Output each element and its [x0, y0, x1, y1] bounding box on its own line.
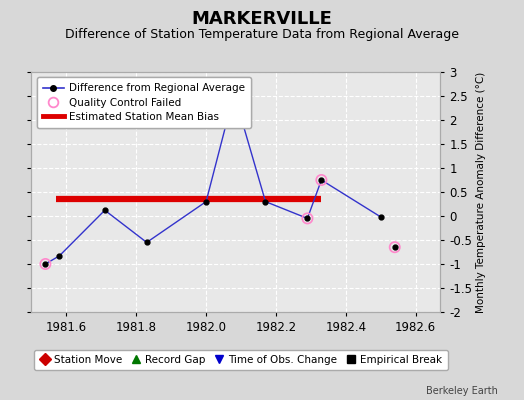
Point: [41, 261, 50, 267]
Point: [317, 177, 325, 183]
Text: Difference of Station Temperature Data from Regional Average: Difference of Station Temperature Data f…: [65, 28, 459, 41]
Legend: Station Move, Record Gap, Time of Obs. Change, Empirical Break: Station Move, Record Gap, Time of Obs. C…: [34, 350, 448, 370]
Point: [303, 215, 312, 222]
Point: [390, 244, 399, 250]
Text: MARKERVILLE: MARKERVILLE: [192, 10, 332, 28]
Y-axis label: Monthly Temperature Anomaly Difference (°C): Monthly Temperature Anomaly Difference (…: [476, 71, 486, 313]
Legend: Difference from Regional Average, Quality Control Failed, Estimated Station Mean: Difference from Regional Average, Qualit…: [37, 77, 251, 128]
Text: Berkeley Earth: Berkeley Earth: [426, 386, 498, 396]
